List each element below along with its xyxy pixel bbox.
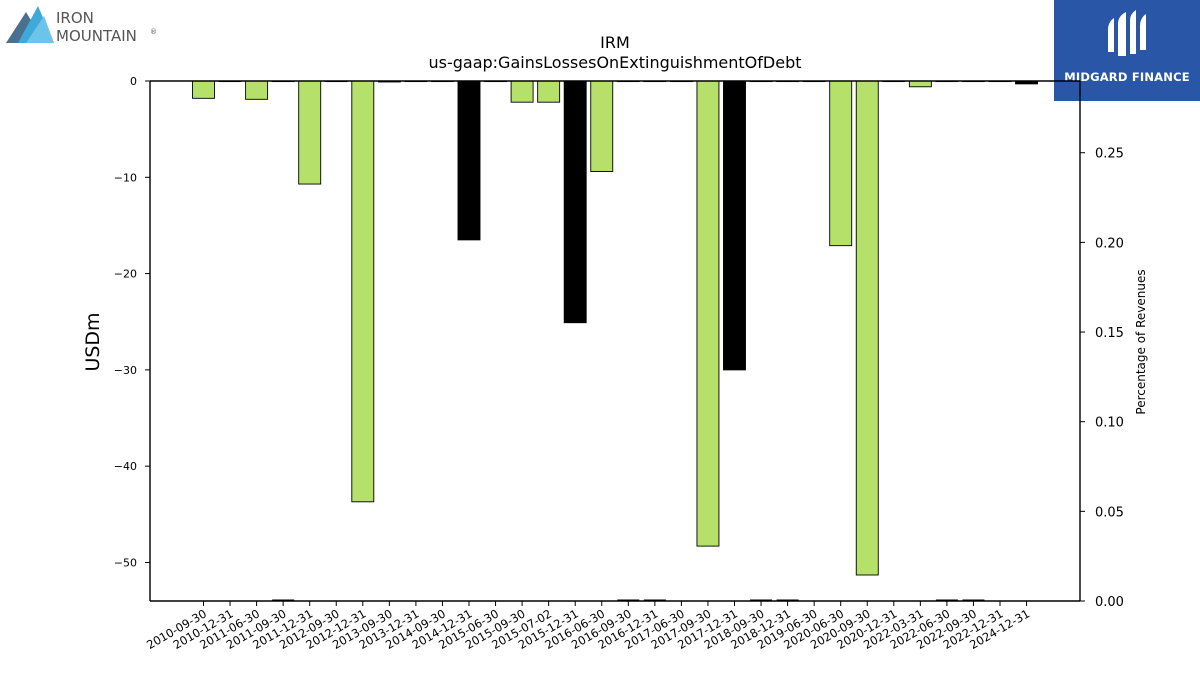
- baseline-marker-2022-06-30: [935, 599, 958, 601]
- bar-2020-06-30: [829, 80, 853, 247]
- x-ticks-group: 2010-09-302010-12-312011-06-302011-09-30…: [144, 601, 1032, 652]
- chart-subtitle: us-gaap:GainsLossesOnExtinguishmentOfDeb…: [428, 53, 801, 72]
- bar-2015-12-31: [563, 80, 587, 324]
- baseline-marker-2016-09-30: [617, 599, 640, 601]
- y-tick-label: −40: [114, 460, 137, 473]
- midgard-finance-wordmark: MIDGARD FINANCE: [1064, 70, 1190, 84]
- logo-text-line2: MOUNTAIN: [56, 27, 137, 45]
- logo-text-line1: IRON: [56, 9, 94, 27]
- baseline-marker-2022-09-30: [962, 599, 985, 601]
- y-axis-label: USDm: [82, 312, 104, 371]
- y2-tick-label: 0.00: [1095, 595, 1124, 610]
- y2-tick-label: 0.05: [1095, 505, 1124, 520]
- baseline-marker-2016-12-31: [643, 599, 666, 601]
- bar-2016-06-30: [590, 80, 614, 172]
- y2-tick-label: 0.25: [1095, 147, 1124, 162]
- logo-registered-mark: ®: [150, 28, 157, 36]
- bar-2014-12-31: [457, 80, 481, 241]
- y2-ticks-group: 0.00 0.05 0.10 0.15 0.20 0.25: [1080, 147, 1124, 610]
- y2-axis-label: Percentage of Revenues: [1134, 269, 1148, 414]
- midgard-finance-logo: MIDGARD FINANCE: [1054, 0, 1200, 101]
- y-tick-label: 0: [130, 75, 137, 88]
- baseline-marker-2018-09-30: [750, 599, 773, 601]
- y-tick-label: −30: [114, 364, 137, 377]
- y-tick-label: −10: [114, 171, 137, 184]
- bar-2012-12-31: [351, 80, 375, 503]
- bar-2011-06-30: [245, 80, 269, 100]
- chart-title: IRM: [600, 33, 630, 52]
- bar-2011-12-31: [298, 80, 322, 185]
- y-ticks-group: 0 −10 −20 −30 −40 −50: [114, 75, 150, 569]
- axes-group: [149, 80, 1081, 602]
- bar-2015-09-30: [510, 80, 534, 103]
- y2-tick-label: 0.15: [1095, 326, 1124, 341]
- bar-2022-03-31: [908, 80, 932, 88]
- iron-mountain-logo: IRON MOUNTAIN ®: [4, 4, 174, 48]
- y-tick-label: −20: [114, 268, 137, 281]
- midgard-emblem-icon: [1108, 10, 1146, 56]
- bar-2015-07-02: [537, 80, 561, 103]
- bars-group: [192, 80, 1038, 601]
- y-tick-label: −50: [114, 556, 137, 569]
- baseline-marker-2018-12-31: [776, 599, 799, 601]
- bar-2020-09-30: [855, 80, 879, 576]
- baseline-marker-2011-09-30: [272, 599, 295, 601]
- y2-tick-label: 0.10: [1095, 416, 1124, 431]
- bar-2017-12-31: [723, 80, 746, 371]
- bar-2017-09-30: [696, 80, 720, 547]
- bar-2010-09-30: [192, 80, 215, 99]
- y2-tick-label: 0.20: [1095, 236, 1124, 251]
